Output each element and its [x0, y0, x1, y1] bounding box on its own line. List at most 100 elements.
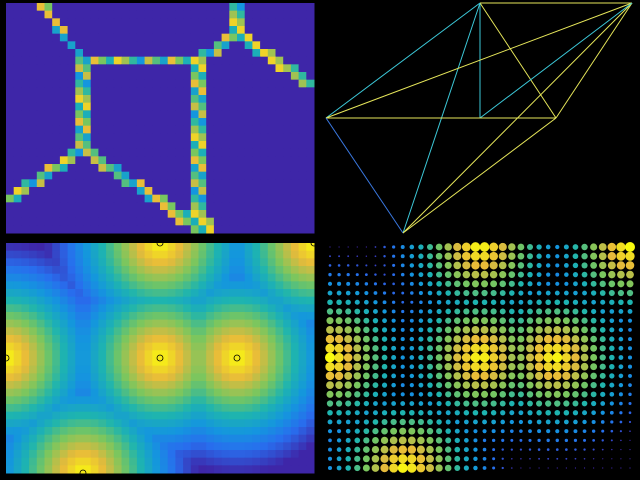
- cell: [136, 319, 146, 328]
- dot: [427, 300, 433, 305]
- dot: [326, 308, 334, 315]
- cell: [59, 388, 69, 397]
- cell: [175, 72, 184, 81]
- cell: [136, 110, 146, 119]
- cell: [121, 148, 130, 157]
- cell: [167, 319, 176, 328]
- cell: [21, 210, 30, 219]
- cell: [198, 312, 207, 321]
- cell: [13, 179, 22, 188]
- cell: [229, 133, 238, 142]
- dot: [426, 354, 434, 361]
- cell: [190, 266, 199, 275]
- dot: [427, 401, 433, 406]
- cell: [44, 442, 53, 451]
- cell: [290, 289, 300, 298]
- cell: [6, 250, 15, 259]
- cell: [121, 427, 130, 436]
- cell: [267, 373, 276, 382]
- dot: [328, 272, 332, 277]
- cell: [290, 133, 300, 142]
- cell: [75, 319, 84, 328]
- cell: [244, 164, 253, 173]
- dot: [526, 344, 534, 353]
- dot: [545, 400, 552, 407]
- cell: [83, 10, 92, 19]
- cell: [29, 281, 38, 290]
- cell: [136, 10, 146, 19]
- cell: [29, 118, 38, 127]
- cell: [298, 289, 307, 298]
- dot: [389, 436, 398, 445]
- cell: [283, 202, 292, 211]
- cell: [59, 187, 69, 196]
- cell: [98, 210, 107, 219]
- cell: [175, 312, 184, 321]
- cell: [283, 442, 292, 451]
- cell: [75, 156, 84, 165]
- cell: [167, 202, 176, 211]
- dot: [409, 244, 415, 250]
- cell: [298, 125, 307, 134]
- cell: [67, 210, 76, 219]
- dot: [571, 344, 580, 353]
- cell: [129, 18, 138, 27]
- cell: [29, 110, 38, 119]
- cell: [121, 26, 130, 35]
- dot: [617, 270, 625, 279]
- cell: [13, 381, 22, 390]
- cell: [29, 296, 38, 305]
- cell: [267, 427, 276, 436]
- cell: [113, 396, 122, 405]
- cell: [175, 194, 184, 203]
- cell: [52, 164, 61, 173]
- cell: [252, 33, 261, 42]
- dot: [463, 419, 469, 425]
- cell: [267, 434, 276, 443]
- cell: [129, 164, 138, 173]
- cell: [252, 304, 261, 313]
- dot: [526, 381, 534, 389]
- cell: [75, 388, 84, 397]
- dot: [508, 317, 515, 324]
- cell: [206, 396, 215, 405]
- cell: [190, 388, 199, 397]
- dot: [373, 300, 378, 305]
- dot: [629, 430, 631, 433]
- cell: [44, 335, 53, 344]
- cell: [129, 33, 138, 42]
- dot: [561, 362, 571, 372]
- cell: [190, 342, 199, 351]
- cell: [67, 3, 76, 12]
- cell: [83, 202, 92, 211]
- dot: [454, 428, 460, 434]
- cell: [21, 64, 30, 73]
- cell: [67, 250, 76, 259]
- cell: [75, 273, 84, 282]
- dot: [591, 429, 596, 433]
- cell: [121, 10, 130, 19]
- cell: [283, 250, 292, 259]
- cell: [83, 171, 92, 180]
- cell: [29, 141, 38, 150]
- cell: [190, 10, 199, 19]
- dot: [416, 445, 425, 454]
- cell: [144, 304, 153, 313]
- cell: [129, 49, 138, 58]
- cell: [244, 427, 253, 436]
- cell: [190, 179, 199, 188]
- cell: [83, 419, 92, 428]
- dot: [607, 261, 616, 270]
- cell: [59, 404, 69, 413]
- cell: [183, 217, 192, 226]
- cell: [237, 434, 246, 443]
- dot: [453, 362, 462, 371]
- cell: [59, 118, 69, 127]
- cell: [129, 118, 138, 127]
- dot: [600, 401, 606, 406]
- dot: [418, 244, 424, 250]
- cell: [106, 10, 115, 19]
- cell: [36, 148, 45, 157]
- cell: [260, 156, 269, 165]
- cell: [136, 64, 146, 73]
